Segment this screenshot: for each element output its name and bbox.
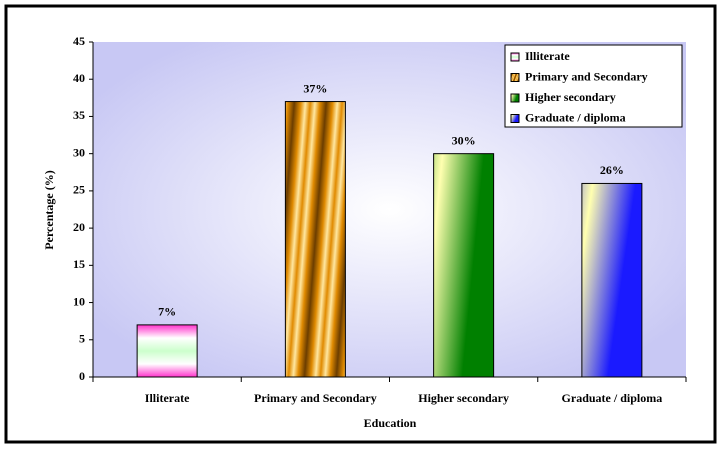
- legend-label: Graduate / diploma: [525, 110, 626, 124]
- legend-swatch: [510, 114, 520, 123]
- legend-swatch: [510, 73, 520, 82]
- x-tick-label: Illiterate: [145, 391, 190, 405]
- legend: [504, 44, 683, 128]
- y-tick-label: 10: [73, 294, 85, 308]
- bar: [581, 182, 643, 378]
- x-axis-label: Education: [364, 416, 417, 430]
- legend-label: Illiterate: [525, 49, 570, 63]
- y-tick-label: 30: [73, 145, 85, 159]
- y-axis-label: Percentage (%): [42, 170, 56, 249]
- y-tick-label: 40: [73, 71, 85, 85]
- legend-swatch: [510, 93, 520, 103]
- value-label: 7%: [158, 305, 176, 319]
- y-tick-label: 20: [73, 220, 85, 234]
- legend-label: Higher secondary: [525, 90, 616, 104]
- y-tick-label: 35: [73, 108, 85, 122]
- bar: [284, 101, 346, 378]
- value-label: 30%: [452, 133, 476, 147]
- value-label: 37%: [303, 81, 327, 95]
- y-tick-label: 25: [73, 183, 85, 197]
- legend-label: Primary and Secondary: [525, 69, 648, 83]
- y-tick-label: 5: [79, 332, 85, 346]
- x-tick-label: Graduate / diploma: [562, 391, 663, 405]
- y-tick-label: 45: [73, 34, 85, 48]
- y-tick-label: 0: [79, 369, 85, 383]
- legend-swatch: [510, 52, 520, 62]
- x-tick-label: Higher secondary: [418, 391, 509, 405]
- y-tick-label: 15: [73, 257, 85, 271]
- bar: [136, 324, 198, 378]
- x-tick-label: Primary and Secondary: [254, 391, 377, 405]
- value-label: 26%: [600, 163, 624, 177]
- bar: [433, 153, 495, 378]
